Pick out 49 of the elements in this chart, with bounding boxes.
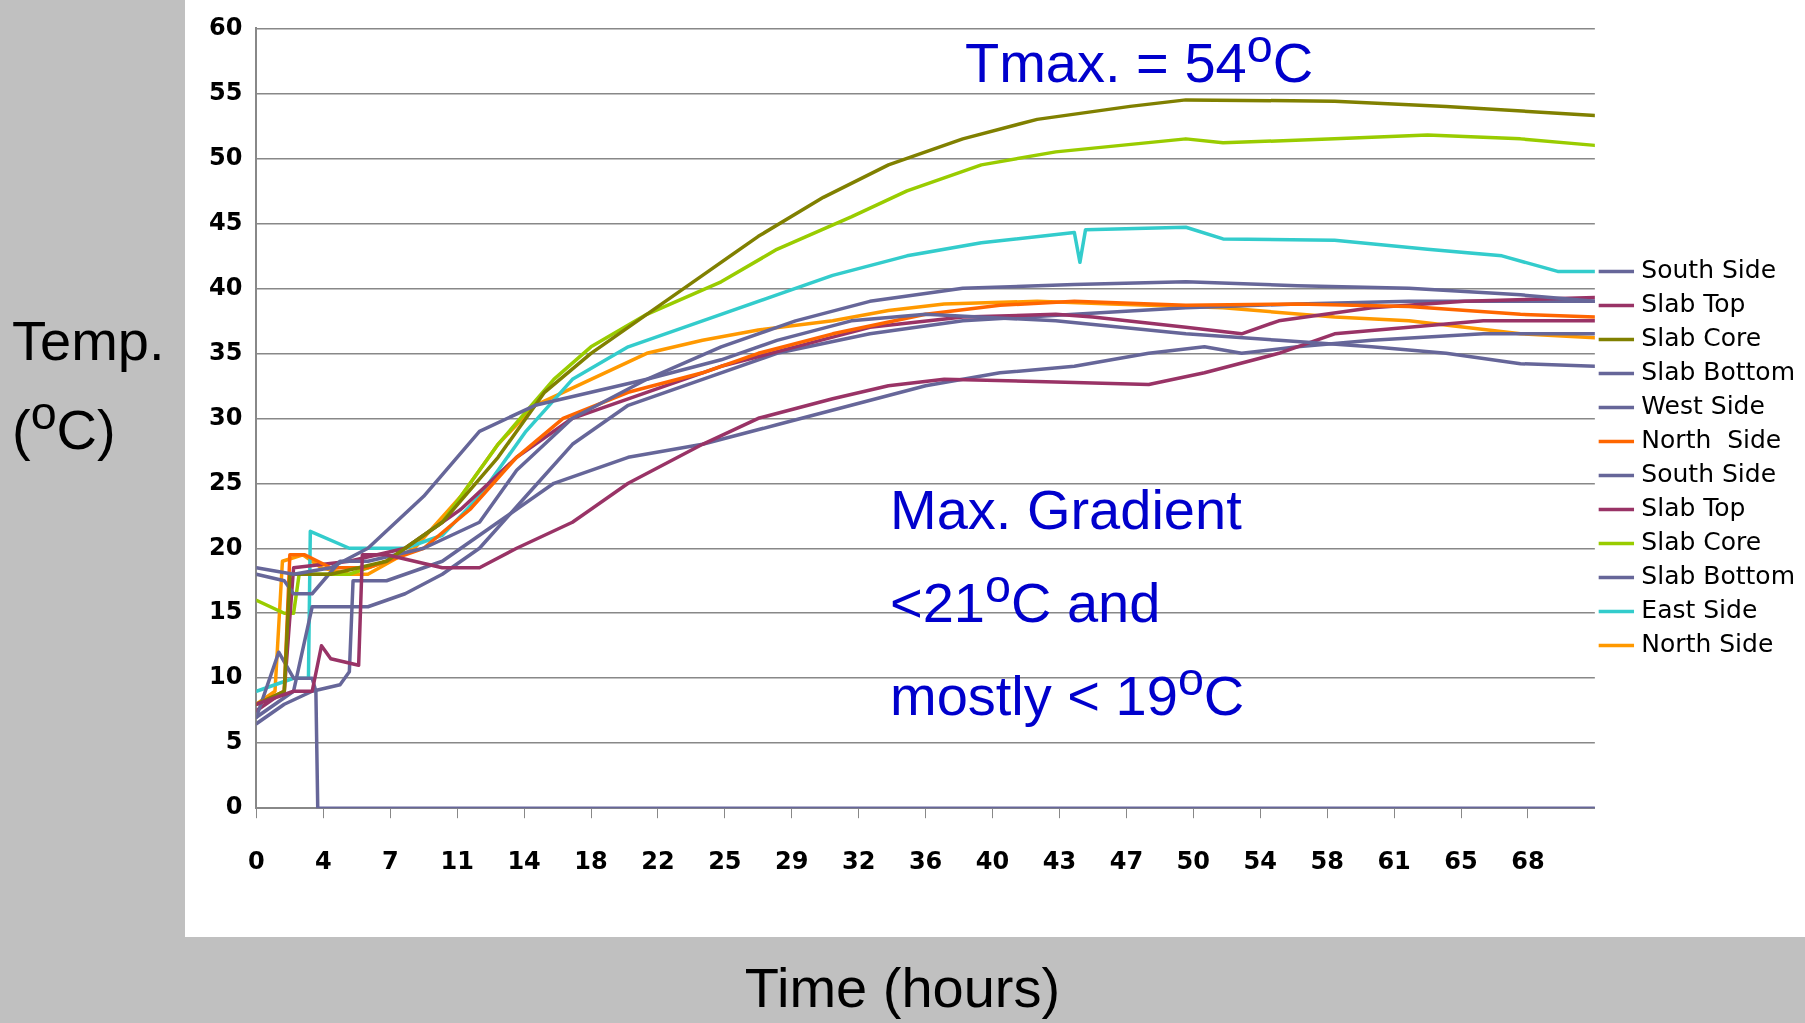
y-axis-title: Temp. ($^{o}$C) [12, 308, 166, 463]
x-tick-label: 29 [775, 846, 809, 875]
x-tick-label: 43 [1042, 846, 1077, 875]
y-tick-label: 45 [208, 207, 243, 236]
x-tick-label: 68 [1511, 846, 1545, 875]
legend-label: South Side [1641, 459, 1777, 488]
y-tick-label: 55 [208, 77, 243, 106]
x-tick-label: 22 [641, 846, 675, 875]
x-tick-label: 61 [1377, 846, 1411, 875]
y-tick-label: 10 [208, 662, 243, 691]
x-tick-label: 40 [975, 846, 1010, 875]
y-tick-label: 25 [208, 467, 243, 496]
annotation: Tmax. = 54$^{o}$C [965, 19, 1314, 96]
legend-label: South Side [1641, 255, 1777, 284]
legend-label: Slab Top [1641, 289, 1746, 318]
legend-label: North Side [1641, 629, 1774, 658]
y-tick-label: 15 [208, 597, 243, 626]
legend-label: Slab Bottom [1641, 561, 1796, 590]
y-tick-label: 50 [208, 142, 243, 171]
y-tick-label: 0 [225, 792, 243, 821]
y-tick-label: 35 [208, 337, 243, 366]
y-tick-label: 40 [208, 272, 243, 301]
x-tick-label: 0 [248, 846, 265, 875]
x-tick-label: 32 [842, 846, 876, 875]
legend-label: North Side [1641, 425, 1782, 454]
legend-label: East Side [1641, 595, 1758, 624]
x-tick-label: 7 [381, 846, 399, 875]
y-tick-label: 20 [208, 532, 243, 561]
x-tick-label: 58 [1310, 846, 1344, 875]
y-tick-label: 60 [208, 12, 243, 41]
x-tick-label: 50 [1176, 846, 1211, 875]
y-tick-label: 30 [208, 402, 243, 431]
x-tick-label: 18 [574, 846, 608, 875]
legend-label: Slab Bottom [1641, 357, 1796, 386]
annotation: Max. Gradient <21$^{o}$C and mostly < 19$^{o}$C [890, 477, 1246, 729]
legend-label: Slab Core [1641, 527, 1762, 556]
legend-label: Slab Core [1641, 323, 1762, 352]
x-tick-label: 25 [708, 846, 742, 875]
x-tick-label: 54 [1243, 846, 1277, 875]
y-tick-label: 5 [225, 727, 243, 756]
x-tick-label: 65 [1444, 846, 1478, 875]
x-axis-title: Time (hours) [743, 955, 1062, 1020]
legend-label: Slab Top [1641, 493, 1746, 522]
legend-label: West Side [1641, 391, 1765, 420]
x-tick-label: 4 [314, 846, 332, 875]
x-tick-label: 11 [440, 846, 474, 875]
x-tick-label: 14 [507, 846, 541, 875]
x-tick-label: 47 [1109, 846, 1144, 875]
x-tick-label: 36 [908, 846, 943, 875]
